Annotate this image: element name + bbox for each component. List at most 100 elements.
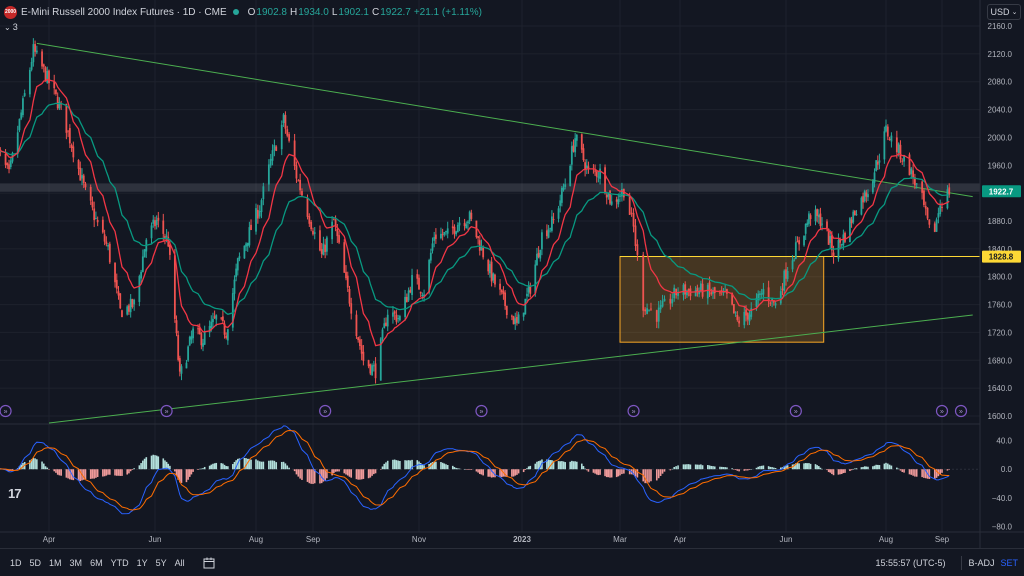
indicators-toggle[interactable]: ⌄ 3: [4, 21, 18, 33]
macd-histogram-bar: [935, 469, 938, 478]
time-axis[interactable]: Apr Jun Aug Sep Nov 2023 Mar Apr Jun Aug Sep: [43, 535, 950, 544]
symbol-logo-icon[interactable]: 2000: [4, 5, 17, 19]
macd-histogram-bar: [499, 469, 501, 478]
candle-body: [397, 318, 400, 320]
dividend-event-icon[interactable]: [319, 404, 332, 418]
macd-histogram-bar: [411, 459, 413, 470]
range-button-ytd[interactable]: YTD: [110, 557, 129, 568]
dividend-event-icon[interactable]: [0, 404, 12, 418]
candle-body: [549, 228, 552, 230]
trendlines: [36, 42, 973, 424]
macd-histogram-bar: [655, 469, 658, 481]
macd-histogram-bar: [941, 469, 943, 473]
adjustment-button[interactable]: B-ADJ: [968, 557, 995, 568]
macd-histogram-bar: [849, 469, 851, 472]
macd-histogram-bar: [293, 469, 296, 472]
macd-histogram-bar: [268, 460, 270, 470]
dividend-event-icon[interactable]: [475, 404, 488, 418]
currency-button[interactable]: USD ⌄: [987, 4, 1021, 20]
candle-body: [574, 138, 577, 153]
candle-body: [492, 273, 495, 281]
candle-body: [374, 363, 377, 379]
range-button-1y[interactable]: 1Y: [136, 557, 148, 568]
macd-histogram-bar: [69, 469, 71, 480]
candle-body: [455, 231, 458, 235]
range-button-1d[interactable]: 1D: [10, 557, 22, 568]
macd-histogram-bar: [559, 461, 562, 470]
candle-body: [886, 126, 889, 137]
macd-histogram-bar: [832, 469, 835, 476]
macd-histogram-bar: [767, 466, 770, 470]
last-price-badge: [982, 185, 1021, 198]
candle-body: [65, 103, 68, 133]
candle-body: [663, 298, 666, 302]
upcoming-event-icon[interactable]: [954, 404, 968, 418]
dividend-event-icon[interactable]: [627, 404, 640, 418]
candle-body: [6, 163, 9, 166]
candle-body: [659, 305, 662, 310]
dividend-event-icon[interactable]: [160, 404, 173, 418]
candle-body: [817, 214, 820, 218]
clock[interactable]: 15:55:57 (UTC-5): [875, 557, 946, 568]
symbol-title[interactable]: E-Mini Russell 2000 Index Futures · 1D ·…: [21, 6, 227, 18]
macd-histogram-bar: [506, 469, 508, 477]
macd-histogram-bar: [863, 466, 866, 470]
macd-histogram-bar: [826, 469, 828, 471]
candle-body: [89, 186, 92, 201]
event-markers[interactable]: » » » » » » » »: [0, 404, 968, 418]
range-button-6m[interactable]: 6M: [90, 557, 103, 568]
candle-body: [769, 302, 772, 304]
macd-histogram-bar: [817, 466, 820, 470]
candle-body: [539, 249, 542, 259]
price-axis[interactable]: 2160.02120.02080.02040.02000.01960.01920…: [988, 22, 1013, 421]
macd-histogram-bar: [345, 469, 347, 475]
tradingview-logo[interactable]: 17: [8, 486, 22, 501]
range-button-1m[interactable]: 1M: [49, 557, 62, 568]
range-button-5y[interactable]: 5Y: [155, 557, 167, 568]
event-arrow-icon: »: [165, 409, 169, 416]
macd-axis[interactable]: 40.0 0.0 −40.0 −80.0: [992, 437, 1013, 532]
macd-histogram-bar: [921, 469, 923, 478]
macd-histogram-bar: [842, 469, 845, 474]
calendar-icon[interactable]: [203, 557, 215, 569]
macd-histogram-bar: [547, 459, 550, 470]
macd-histogram-bar: [736, 469, 739, 471]
settlement-button[interactable]: SET: [1000, 557, 1018, 568]
candle-body: [694, 290, 697, 297]
macd-axis-label: 0.0: [1001, 465, 1013, 474]
dividend-event-icon[interactable]: [935, 404, 949, 418]
candle-body: [842, 234, 845, 246]
candle-body: [157, 217, 160, 221]
macd-histogram-bar: [397, 460, 399, 470]
candle-body: [451, 226, 454, 229]
candle-body: [657, 307, 660, 322]
chart-canvas[interactable]: » » » » » » » » 2160.0 2120.0 2080.0 2040.0 2000.0 1…: [0, 0, 1024, 548]
candle-body: [117, 291, 120, 296]
range-button-all[interactable]: All: [174, 557, 185, 568]
dividend-event-icon[interactable]: [789, 404, 802, 418]
candle-body: [706, 284, 709, 299]
macd-histogram-bar: [362, 469, 365, 479]
candle-body: [783, 270, 786, 291]
macd-histogram-bar: [350, 469, 353, 478]
candle-body: [860, 197, 863, 215]
macd-histogram-bar: [726, 467, 728, 470]
range-button-5d[interactable]: 5D: [29, 557, 42, 568]
candle-body: [696, 287, 699, 292]
candle-body: [686, 290, 688, 296]
low-value: 1902.1: [338, 6, 369, 18]
candle-body: [948, 187, 951, 195]
candle-body: [164, 236, 166, 239]
macd-histogram-bar: [657, 469, 660, 479]
candle-body: [243, 245, 246, 259]
symbol-legend[interactable]: 2000 E-Mini Russell 2000 Index Futures ·…: [4, 4, 482, 20]
price-axis-label: 1600.0: [988, 412, 1013, 421]
candle-body: [536, 253, 538, 266]
macd-histogram-bar: [875, 464, 877, 470]
price-axis-label: 1680.0: [988, 356, 1013, 365]
candle-body: [313, 232, 316, 234]
candle-body: [547, 229, 550, 238]
candle-body: [885, 125, 887, 132]
range-button-3m[interactable]: 3M: [69, 557, 83, 568]
macd-histogram-bar: [322, 469, 325, 482]
